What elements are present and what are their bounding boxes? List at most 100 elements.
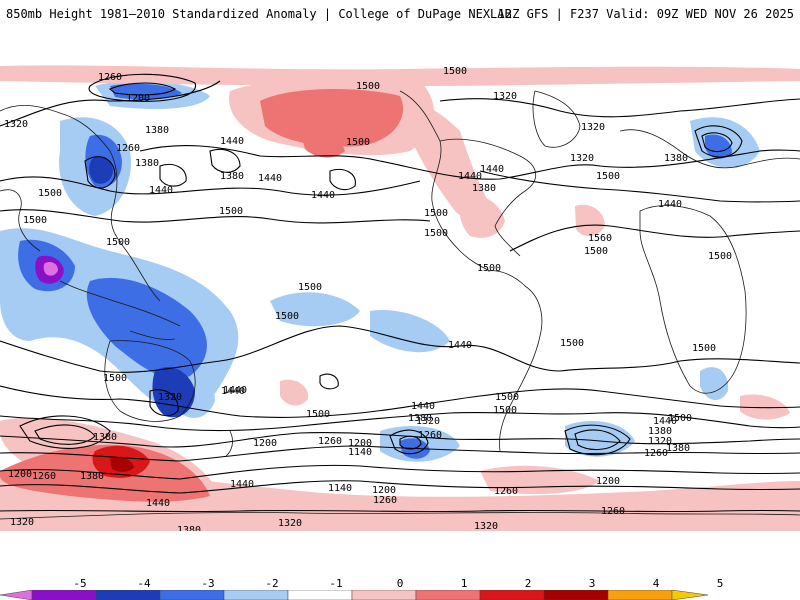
contour-label: 1500 <box>356 81 380 92</box>
contour-label: 1440 <box>220 136 244 147</box>
anomaly-shading <box>0 65 800 531</box>
contour-label: 1500 <box>493 405 517 416</box>
contour-1260-aleutian <box>88 73 197 102</box>
contour-label: 1500 <box>424 208 448 219</box>
contour-label: 1500 <box>298 282 322 293</box>
contour-label: 1320 <box>10 517 34 528</box>
contour-label: 1320 <box>4 119 28 130</box>
colorbar-arrow-right <box>671 590 709 600</box>
anomaly-pos2-gulf-alaska <box>260 89 404 147</box>
contour-label: 1380 <box>177 525 201 531</box>
contour-label: 1440 <box>458 171 482 182</box>
contour-label: 1500 <box>23 215 47 226</box>
contour-label: 1200 <box>348 438 372 449</box>
contour-label: 1500 <box>560 338 584 349</box>
contour-label: 1200 <box>126 93 150 104</box>
coast-greenland <box>532 90 581 148</box>
anomaly-neg2-aleutian <box>110 83 182 100</box>
contour-label: 1440 <box>653 416 677 427</box>
contour-label: 1380 <box>648 426 672 437</box>
contour-label: 1440 <box>221 386 245 397</box>
contour-label: 1560 <box>588 233 612 244</box>
contour-label: 1380 <box>93 432 117 443</box>
contour-label: 1380 <box>408 413 432 424</box>
contour-1440-southern <box>0 411 800 432</box>
anomaly-pos1-s-pacific <box>280 379 309 406</box>
contour-1200-southern <box>0 480 800 494</box>
contour-label: 1200 <box>372 485 396 496</box>
anomaly-pos1-sw-indian <box>740 394 790 420</box>
contour-1440-n-atlantic <box>479 170 800 203</box>
contour-1320-s-atlantic <box>564 424 631 456</box>
contour-label: 1380 <box>145 125 169 136</box>
colorbar-box <box>287 590 353 600</box>
coast-australia <box>104 340 196 422</box>
anomaly-neg5-philippine-sea <box>43 261 58 276</box>
contour-1380-n-hemisphere <box>139 145 800 180</box>
colorbar-tick-label: 3 <box>588 577 596 590</box>
contour-1440-n-pacific <box>0 176 421 196</box>
map-canvas: 1260120013201380126013801440150014401380… <box>0 65 800 531</box>
contour-1260-s-atlantic <box>574 429 621 450</box>
contour-1500-atlantic <box>509 224 800 252</box>
contour-label: 1260 <box>644 448 668 459</box>
anomaly-neg2-maritime <box>86 277 207 379</box>
contour-1380-ne-asia <box>84 156 116 189</box>
contour-label: 1500 <box>306 409 330 420</box>
contour-1500-s-pacific <box>319 373 339 390</box>
anomaly-neg1-cpac <box>270 292 360 327</box>
anomaly-neg1-africa <box>700 367 729 401</box>
contour-label: 1380 <box>80 471 104 482</box>
contour-label: 1380 <box>472 183 496 194</box>
contour-label: 1320 <box>416 416 440 427</box>
map-title: 850mb Height 1981–2010 Standardized Anom… <box>6 7 512 21</box>
contour-label: 1380 <box>664 153 688 164</box>
contour-1380-southern <box>0 431 800 448</box>
contour-1320-southern <box>0 445 800 462</box>
contour-1380-scandinavia <box>694 125 743 158</box>
contour-label: 1260 <box>601 506 625 517</box>
contour-label: 1320 <box>158 392 182 403</box>
contour-label: 1260 <box>494 486 518 497</box>
contour-label: 1440 <box>448 340 472 351</box>
coast-maritime-continent <box>59 280 181 340</box>
contour-label: 1320 <box>570 153 594 164</box>
colorbar-arrow-left <box>0 590 33 600</box>
contour-1320-scandinavia <box>701 132 733 152</box>
contour-1380-southern-closed-low <box>399 435 422 450</box>
colorbar-box <box>223 590 289 600</box>
colorbar-box <box>543 590 609 600</box>
colorbar-tick-label: 0 <box>396 577 404 590</box>
contour-1500-n-pacific <box>0 209 431 224</box>
contour-label: 1200 <box>596 476 620 487</box>
contour-1500-tropical-loop <box>0 325 800 373</box>
contour-labels: 1260120013201380126013801440150014401380… <box>4 66 732 531</box>
colorbar-box <box>351 590 417 600</box>
colorbar-tick-label: -2 <box>265 577 279 590</box>
anomaly-neg3-australia <box>152 367 195 418</box>
contour-label: 1260 <box>98 72 122 83</box>
contour-label: 1500 <box>219 206 243 217</box>
colorbar-tick-label: -1 <box>329 577 343 590</box>
coast-south-asia <box>0 189 41 252</box>
contour-1500-southern <box>0 385 800 418</box>
coast-africa <box>639 205 747 394</box>
anomaly-neg3-japan <box>89 156 113 184</box>
contour-1320-n-hemisphere <box>439 98 800 118</box>
model-run-info: 12Z GFS | F237 Valid: 09Z WED NOV 26 202… <box>497 7 794 21</box>
contour-label: 1140 <box>328 483 352 494</box>
colorbar-tick-label: 1 <box>460 577 468 590</box>
contour-label: 1260 <box>116 143 140 154</box>
contour-1500-sw-pacific <box>149 389 179 417</box>
colorbar <box>0 575 800 600</box>
colorbar-box <box>95 590 161 600</box>
colorbar-tick-label: 4 <box>652 577 660 590</box>
colorbar-box <box>607 590 673 600</box>
coast-north-america <box>399 90 537 272</box>
contour-label: 1440 <box>223 385 247 396</box>
contour-label: 1500 <box>106 237 130 248</box>
coast-south-america <box>487 270 543 452</box>
contour-1320-s-indian <box>34 424 96 445</box>
contour-label: 1500 <box>38 188 62 199</box>
colorbar-box <box>159 590 225 600</box>
